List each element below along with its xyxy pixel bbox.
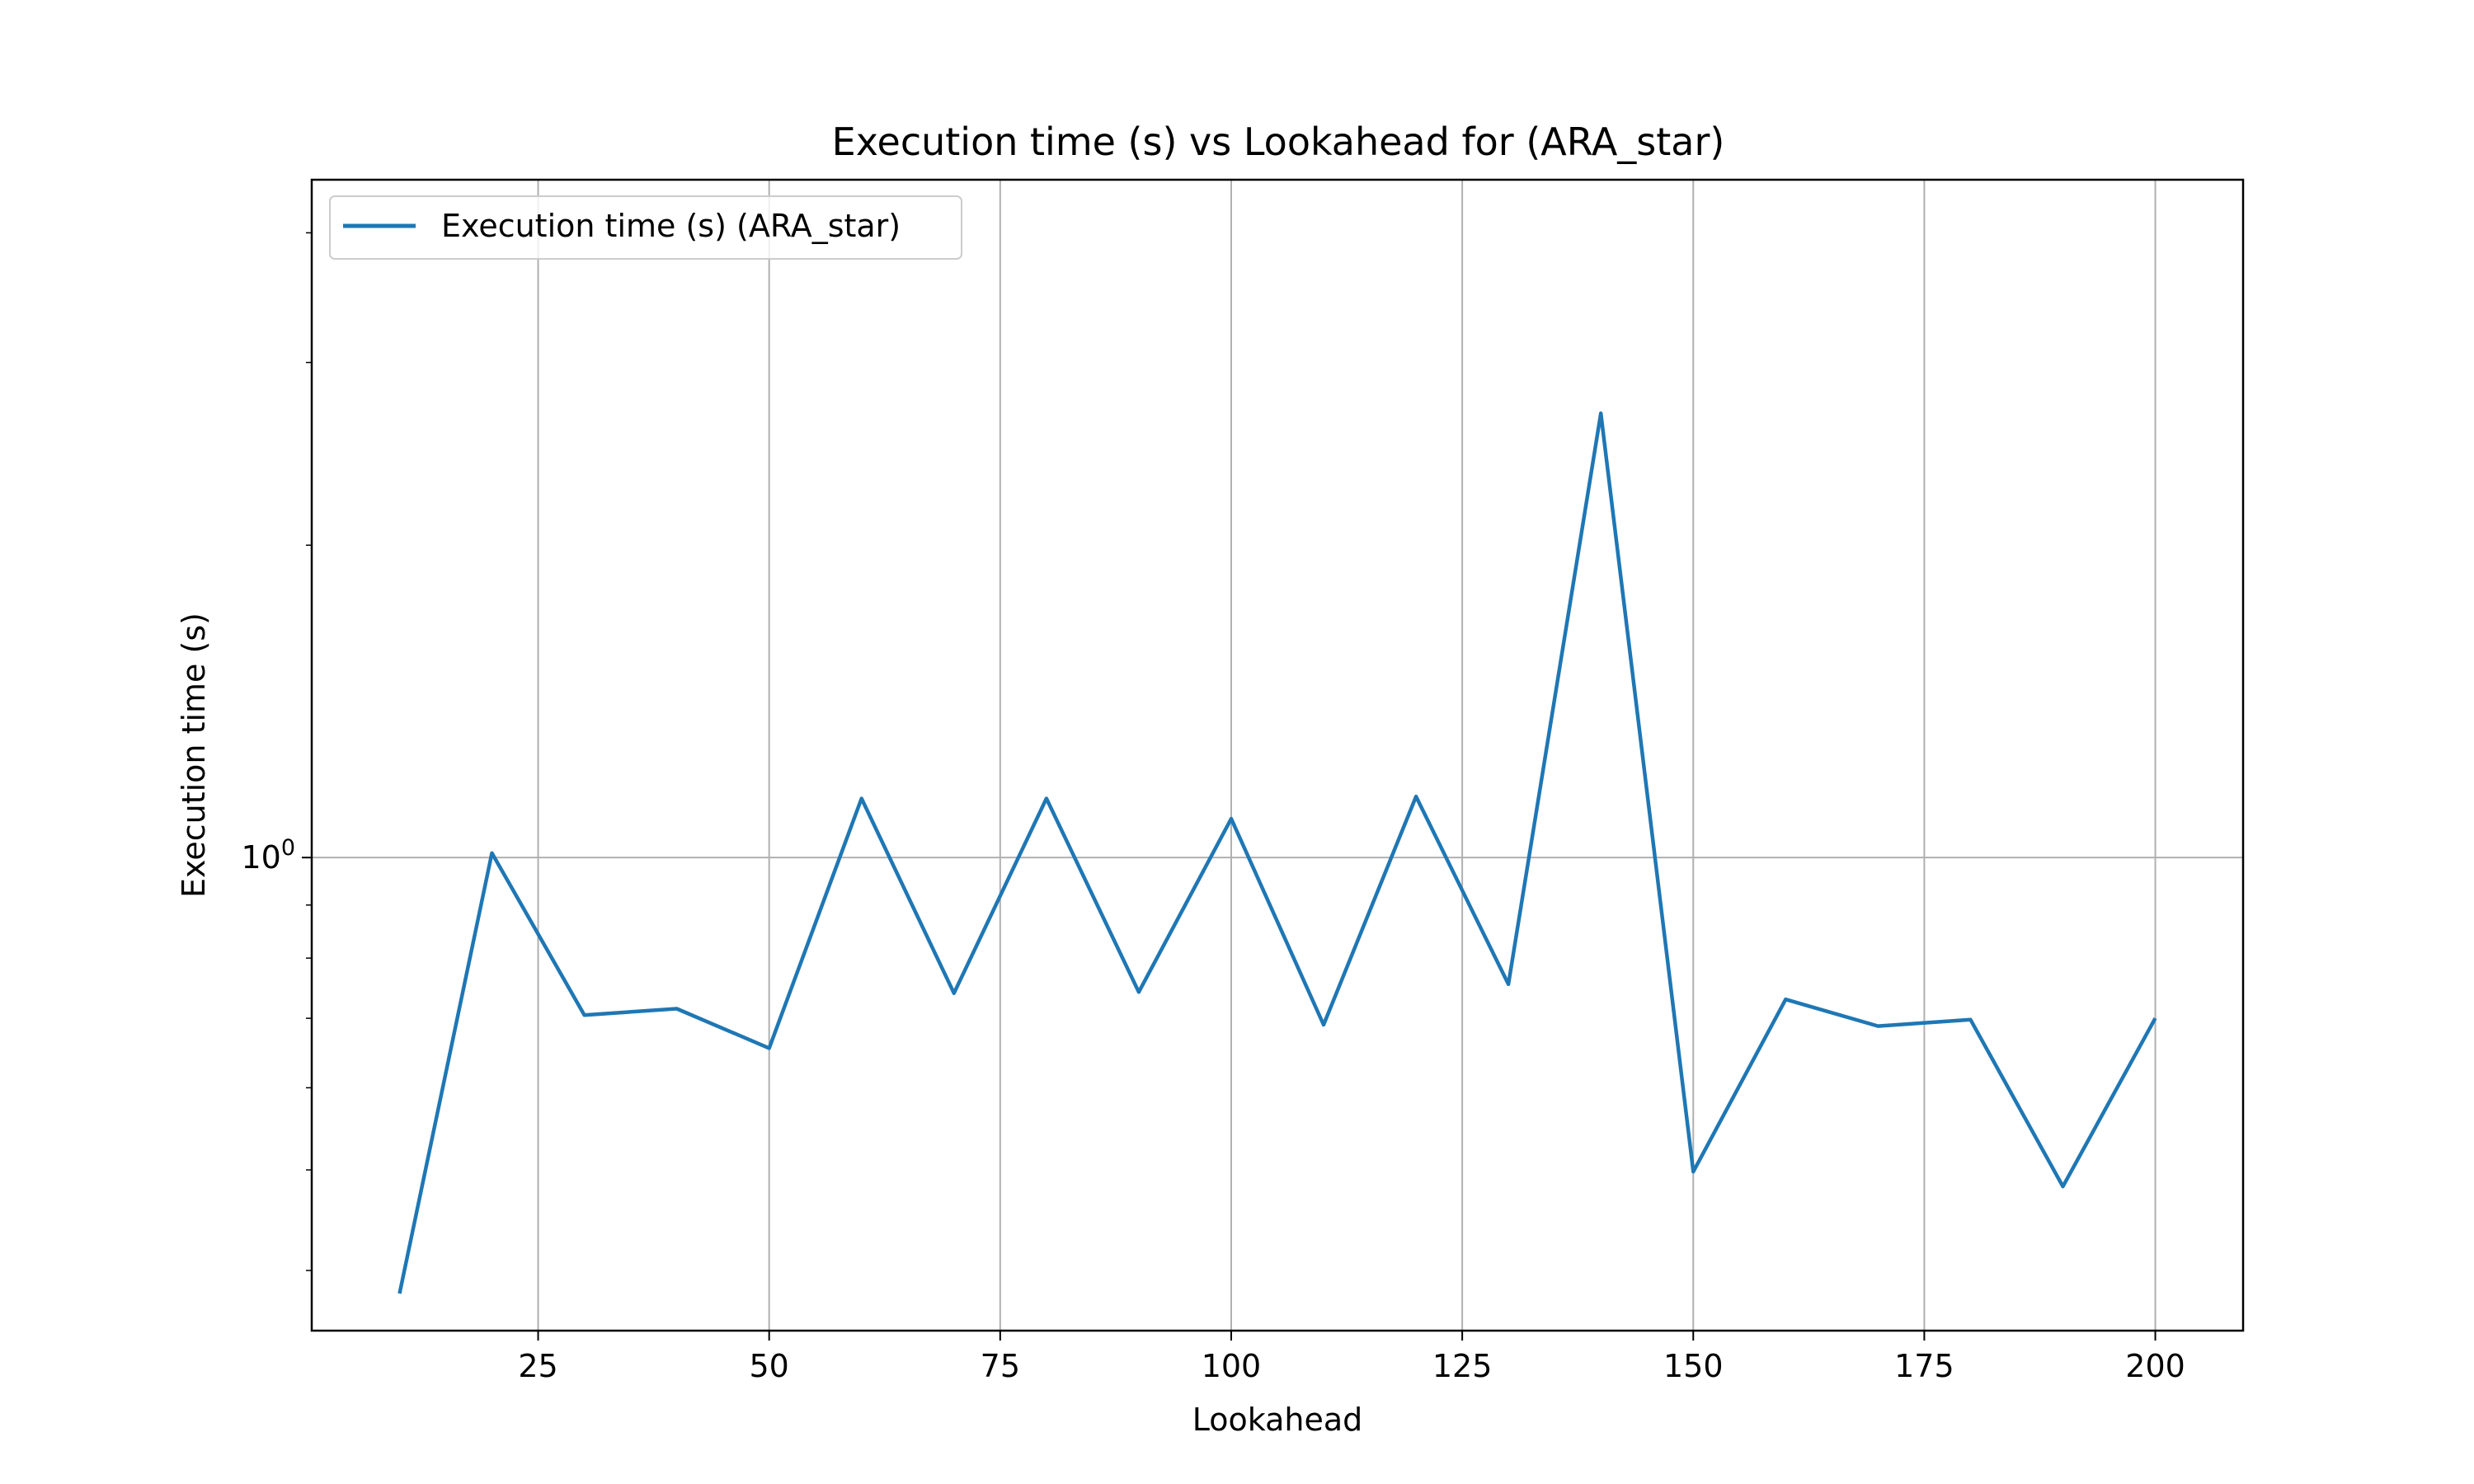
plot-frame [310, 178, 2245, 1332]
legend-box [329, 195, 962, 260]
legend: Execution time (s) (ARA_star) [329, 195, 962, 260]
x-tick-label: 25 [518, 1348, 557, 1384]
series-layer [397, 411, 2157, 1294]
x-tick-label: 75 [981, 1348, 1020, 1384]
x-tick-label: 200 [2125, 1348, 2185, 1384]
x-tick-label: 175 [1894, 1348, 1954, 1384]
x-tick-label: 50 [750, 1348, 789, 1384]
y-tick-label: 100 [241, 835, 295, 876]
x-axis-label: Lookahead [1192, 1402, 1363, 1438]
x-axis: 25 50 75 100 125 150 175 200 [518, 1331, 2185, 1384]
grid [312, 180, 2243, 1331]
x-tick-label: 125 [1432, 1348, 1493, 1384]
y-axis-label: Execution time (s) [176, 613, 212, 898]
legend-label: Execution time (s) (ARA_star) [441, 208, 901, 244]
y-tick-exponent: 0 [281, 835, 295, 861]
chart-title: Execution time (s) vs Lookahead for (ARA… [832, 120, 1725, 164]
y-axis: 100 [241, 232, 312, 1271]
x-tick-label: 100 [1202, 1348, 1262, 1384]
series-line [397, 411, 2157, 1294]
x-tick-label: 150 [1663, 1348, 1724, 1384]
